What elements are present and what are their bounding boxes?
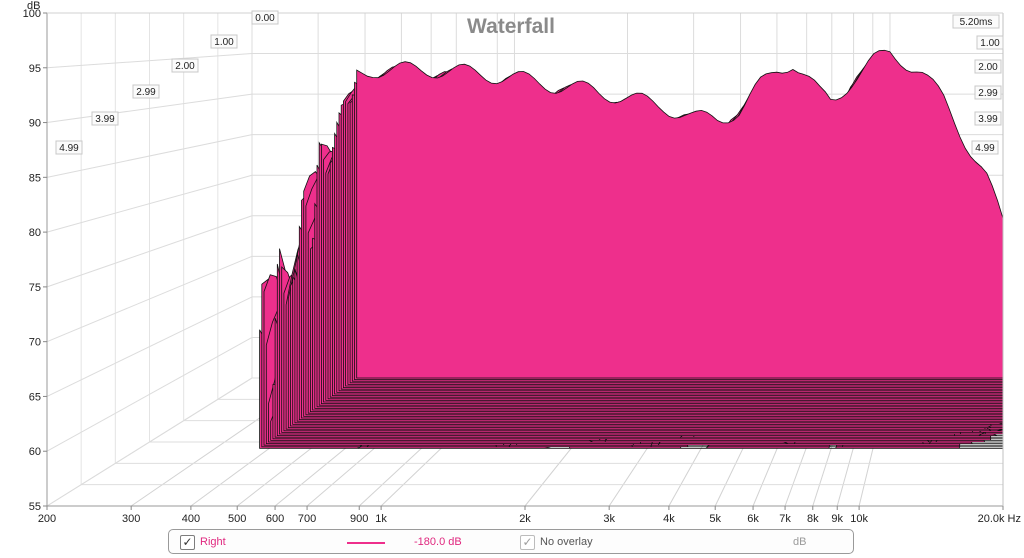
right-series-label: Right (200, 536, 226, 548)
time-tick-right-3: 2.99 (974, 85, 1002, 100)
y-tick-label-0: 100 (23, 8, 41, 20)
legend-bar: ✓ Right -180.0 dB ✓ No overlay dB (168, 529, 854, 554)
side-grid-line-9 (46, 377, 253, 507)
waterfall-slice-0 (356, 49, 1004, 379)
time-tick-left-1: 1.00 (210, 34, 238, 49)
time-tick-left-0: 0.00 (251, 10, 279, 25)
svg-text:2.00: 2.00 (175, 61, 195, 72)
side-grid-line-6 (46, 255, 253, 343)
y-axis-ticks: 100 95 90 85 80 75 70 65 60 55 (23, 8, 47, 513)
time-tick-right-5: 4.99 (971, 140, 999, 155)
x-tick-label-6: 900 (350, 513, 368, 525)
level-value[interactable]: -180.0 dB (414, 536, 462, 548)
y-tick-label-4: 80 (29, 227, 41, 239)
time-ticks-right: 5.20ms 1.00 2.00 2.99 3.99 4.99 (952, 14, 1004, 155)
time-tick-left-2: 2.00 (171, 58, 199, 73)
x-tick-label-4: 600 (266, 513, 284, 525)
time-ticks-left: 0.00 1.00 2.00 2.99 3.99 4.99 (55, 10, 279, 155)
x-tick-label-9: 3k (603, 513, 615, 525)
y-tick-label-2: 90 (29, 118, 41, 130)
svg-text:3.99: 3.99 (978, 114, 998, 125)
svg-text:1.00: 1.00 (980, 38, 1000, 49)
x-tick-label-16: 10k (850, 513, 868, 525)
x-tick-label-5: 700 (298, 513, 316, 525)
side-grid-line-4 (46, 174, 253, 233)
svg-text:1.00: 1.00 (214, 37, 234, 48)
x-tick-label-15: 9k (831, 513, 843, 525)
side-grid-line-5 (46, 215, 253, 288)
x-tick-label-12: 6k (747, 513, 759, 525)
overlay-checkbox[interactable]: ✓ (520, 535, 535, 550)
svg-text:5.20ms: 5.20ms (960, 17, 993, 28)
time-tick-left-5: 4.99 (55, 140, 83, 155)
y-axis-unit: dB (27, 0, 40, 12)
svg-text:2.99: 2.99 (136, 87, 156, 98)
y-tick-label-9: 55 (29, 501, 41, 513)
y-tick-label-1: 95 (29, 63, 41, 75)
x-tick-label-3: 500 (228, 513, 246, 525)
y-tick-label-8: 60 (29, 446, 41, 458)
x-tick-label-17: 20.0k Hz (978, 513, 1021, 525)
svg-text:2.99: 2.99 (978, 88, 998, 99)
time-tick-right-1: 1.00 (976, 35, 1004, 50)
x-tick-label-8: 2k (519, 513, 531, 525)
x-tick-label-11: 5k (709, 513, 721, 525)
x-tick-label-2: 400 (182, 513, 200, 525)
overlay-unit: dB (793, 536, 807, 548)
time-tick-right-0: 5.20ms (952, 14, 1000, 29)
svg-text:4.99: 4.99 (59, 143, 79, 154)
side-grid-line-8 (46, 337, 253, 452)
svg-text:3.99: 3.99 (95, 114, 115, 125)
y-tick-label-6: 70 (29, 337, 41, 349)
y-tick-label-3: 85 (29, 172, 41, 184)
waterfall-slices (259, 49, 1004, 450)
right-series-swatch (347, 542, 385, 544)
x-tick-label-0: 200 (38, 513, 56, 525)
svg-text:0.00: 0.00 (255, 13, 275, 24)
y-tick-label-5: 75 (29, 282, 41, 294)
side-grid-line-7 (46, 296, 253, 397)
overlay-label: No overlay (540, 536, 593, 548)
side-grid-line-2 (46, 93, 253, 124)
time-tick-left-4: 3.99 (91, 111, 119, 126)
x-tick-label-1: 300 (122, 513, 140, 525)
x-tick-label-7: 1k (375, 513, 387, 525)
svg-text:2.00: 2.00 (978, 62, 998, 73)
x-tick-label-14: 8k (807, 513, 819, 525)
chart-title: Waterfall (467, 15, 555, 38)
x-tick-label-13: 7k (779, 513, 791, 525)
time-tick-right-2: 2.00 (974, 59, 1002, 74)
x-axis-ticks: 200 300 400 500 600 700 900 1k 2k 3k 4k 5k 6k 7k 8k 9k 1… (38, 506, 1021, 525)
x-tick-label-10: 4k (663, 513, 675, 525)
y-tick-label-7: 65 (29, 391, 41, 403)
time-tick-right-4: 3.99 (974, 111, 1002, 126)
side-grid-line-1 (46, 53, 253, 69)
svg-text:4.99: 4.99 (975, 143, 995, 154)
side-grid-line-3 (46, 134, 253, 178)
right-series-checkbox[interactable]: ✓ (180, 535, 195, 550)
time-tick-left-3: 2.99 (132, 84, 160, 99)
